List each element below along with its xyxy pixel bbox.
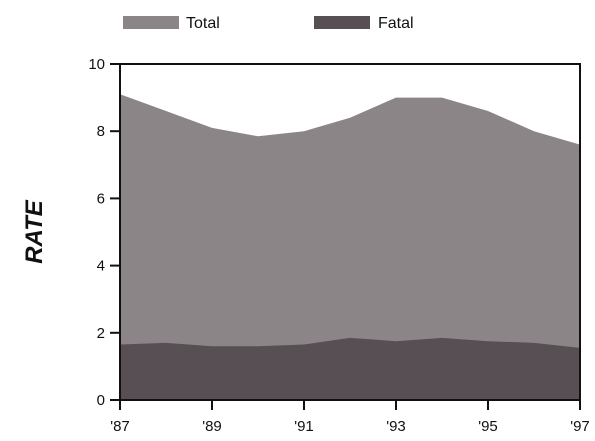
y-tick-label-4: 4 bbox=[97, 258, 105, 275]
x-axis-ticks: '87 '89 '91 '93 '95 '97 bbox=[110, 400, 590, 435]
area-fatal bbox=[120, 337, 580, 400]
legend-label-fatal: Fatal bbox=[378, 15, 414, 32]
x-tick-label-1995: '95 bbox=[478, 418, 498, 435]
legend: Total Fatal bbox=[123, 15, 414, 32]
y-tick-label-6: 6 bbox=[97, 190, 105, 207]
y-tick-label-2: 2 bbox=[97, 325, 105, 342]
area-total bbox=[120, 94, 580, 401]
y-axis-title: RATE bbox=[21, 199, 48, 264]
x-tick-label-1997: '97 bbox=[570, 418, 590, 435]
y-axis-ticks: 0 2 4 6 8 10 bbox=[88, 56, 120, 409]
x-tick-label-1989: '89 bbox=[202, 418, 222, 435]
x-tick-label-1987: '87 bbox=[110, 418, 130, 435]
x-tick-label-1991: '91 bbox=[294, 418, 314, 435]
legend-swatch-total bbox=[123, 16, 179, 29]
x-tick-label-1993: '93 bbox=[386, 418, 406, 435]
y-tick-label-10: 10 bbox=[88, 56, 105, 73]
legend-label-total: Total bbox=[186, 15, 220, 32]
legend-swatch-fatal bbox=[314, 16, 370, 29]
areas bbox=[120, 94, 580, 401]
y-tick-label-0: 0 bbox=[97, 392, 105, 409]
y-tick-label-8: 8 bbox=[97, 123, 105, 140]
plot-frame bbox=[119, 63, 581, 401]
